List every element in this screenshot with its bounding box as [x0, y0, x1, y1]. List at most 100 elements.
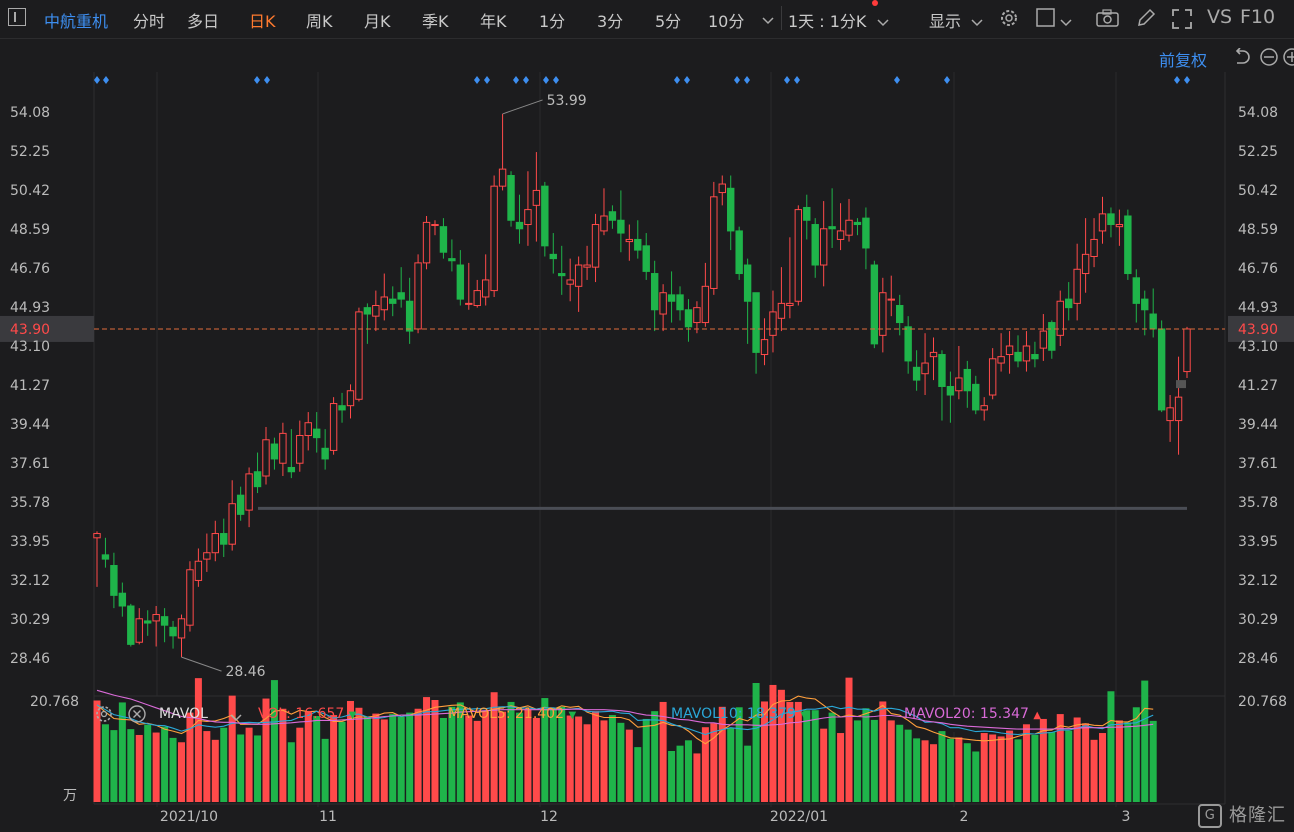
- tab-1min[interactable]: 1分: [539, 12, 566, 31]
- candle-body: [752, 292, 760, 353]
- y-tick-label-left: 39.44: [10, 417, 50, 433]
- volume-bar: [1099, 733, 1107, 802]
- indicator-select[interactable]: MAVOL: [159, 706, 208, 722]
- candle-body: [228, 503, 236, 545]
- volume-bar: [431, 700, 439, 802]
- y-tick-label-right: 48.59: [1238, 222, 1278, 238]
- volume-bar: [676, 745, 684, 802]
- volume-bar: [828, 712, 836, 802]
- candle-body: [1149, 313, 1157, 330]
- tab-yuek[interactable]: 月K: [364, 12, 391, 31]
- sidebar-toggle-icon[interactable]: [8, 8, 26, 26]
- volume-bar: [1115, 720, 1123, 802]
- candle-body: [693, 307, 701, 324]
- candlestick-chart[interactable]: 43.90 43.90 2021/10 11 12 2022/01 2 3 54.08 54.0…: [0, 72, 1294, 832]
- candle-body: [1098, 213, 1107, 232]
- event-markers: [94, 76, 1190, 84]
- volume-bar: [963, 743, 971, 802]
- chevron-down-icon[interactable]: [762, 11, 774, 30]
- candle-body: [566, 279, 574, 285]
- candle-body: [769, 311, 777, 336]
- f10-button[interactable]: F10: [1240, 6, 1276, 28]
- tab-fenshi[interactable]: 分时: [133, 12, 166, 31]
- tab-jik[interactable]: 季K: [422, 12, 449, 31]
- volume-bar: [727, 727, 735, 802]
- candle-body: [355, 311, 363, 400]
- square-chevron-icon[interactable]: [1060, 13, 1072, 32]
- display-menu[interactable]: 显示: [929, 12, 962, 31]
- pencil-icon[interactable]: [1136, 8, 1156, 32]
- volume-bar: [346, 700, 354, 802]
- y-tick-label-right: 28.46: [1238, 651, 1278, 667]
- event-diamond: [474, 76, 480, 84]
- current-price-label-right: 43.90: [1238, 322, 1278, 338]
- volume-bar: [363, 717, 371, 802]
- candle-body: [203, 552, 211, 560]
- candle-body: [1014, 351, 1022, 362]
- candle-body: [946, 385, 955, 396]
- volume-bar: [870, 719, 878, 802]
- candle-body: [481, 279, 490, 298]
- volume-bar: [448, 706, 456, 802]
- volume-bar: [101, 724, 109, 802]
- tab-5min[interactable]: 5分: [655, 12, 682, 31]
- undo-icon[interactable]: [1233, 47, 1251, 70]
- candle-body: [1107, 213, 1115, 226]
- adjust-label[interactable]: 前复权: [1159, 51, 1208, 70]
- candle-body: [938, 354, 946, 387]
- event-diamond: [264, 76, 270, 84]
- volume-bar: [879, 701, 887, 802]
- volume-bar: [186, 712, 194, 802]
- volume-bar: [355, 707, 363, 802]
- event-diamond: [784, 76, 790, 84]
- volume-bar: [608, 715, 616, 802]
- tab-duori[interactable]: 多日: [187, 12, 220, 31]
- candle-body: [1031, 354, 1039, 360]
- event-diamond: [553, 76, 559, 84]
- settings-icon[interactable]: [94, 704, 114, 728]
- minus-circle-icon[interactable]: [1259, 47, 1279, 71]
- event-diamond: [254, 76, 260, 84]
- vs-button[interactable]: VS: [1207, 6, 1233, 28]
- square-icon[interactable]: [1036, 8, 1056, 32]
- y-tick-label-right: 35.78: [1238, 495, 1278, 511]
- down-arrow-icon: ▼: [800, 710, 809, 721]
- stock-name[interactable]: 中航重机: [44, 12, 109, 31]
- tab-3min[interactable]: 3分: [597, 12, 624, 31]
- candle-body: [617, 219, 625, 234]
- volume-bar: [955, 737, 963, 802]
- interval-select[interactable]: 1天 : 1分K: [788, 12, 867, 31]
- volume-bar: [1065, 730, 1073, 802]
- event-diamond: [523, 76, 529, 84]
- close-icon[interactable]: [127, 704, 147, 728]
- candle-body: [338, 405, 346, 411]
- tab-rik[interactable]: 日K: [249, 12, 276, 31]
- candle-body: [160, 616, 169, 626]
- tab-niank[interactable]: 年K: [480, 12, 507, 31]
- volume-bar: [972, 751, 980, 802]
- volume-header: MAVOL VOL: 16.657 ▼ MAVOL5: 21.402 ▼ MAV…: [0, 703, 1294, 727]
- candle-body: [279, 432, 287, 464]
- tab-10min[interactable]: 10分: [708, 12, 745, 31]
- tab-zhouk[interactable]: 周K: [306, 12, 333, 31]
- brand-logo: G 格隆汇: [1198, 801, 1286, 828]
- candle-body: [1039, 330, 1048, 349]
- candle-body: [1124, 215, 1132, 275]
- candle-body: [346, 390, 355, 407]
- display-chevron-icon[interactable]: [971, 13, 983, 32]
- y-tick-label-right: 32.12: [1238, 573, 1278, 589]
- volume-bar: [1056, 714, 1064, 802]
- interval-chevron-icon[interactable]: [877, 13, 889, 32]
- plus-circle-icon[interactable]: [1282, 47, 1294, 71]
- candle-body: [143, 620, 152, 624]
- fullscreen-icon[interactable]: [1171, 8, 1193, 34]
- volume-bar: [507, 701, 515, 802]
- gear-icon[interactable]: [998, 7, 1020, 33]
- camera-icon[interactable]: [1096, 8, 1120, 32]
- y-tick-label-right: 30.29: [1238, 612, 1278, 628]
- vol-label: VOL:: [258, 706, 291, 722]
- volume-bar: [684, 740, 692, 802]
- volume-bar: [1048, 732, 1056, 802]
- indicator-chevron-icon[interactable]: [230, 711, 242, 727]
- y-tick-label-right: 37.61: [1238, 456, 1278, 472]
